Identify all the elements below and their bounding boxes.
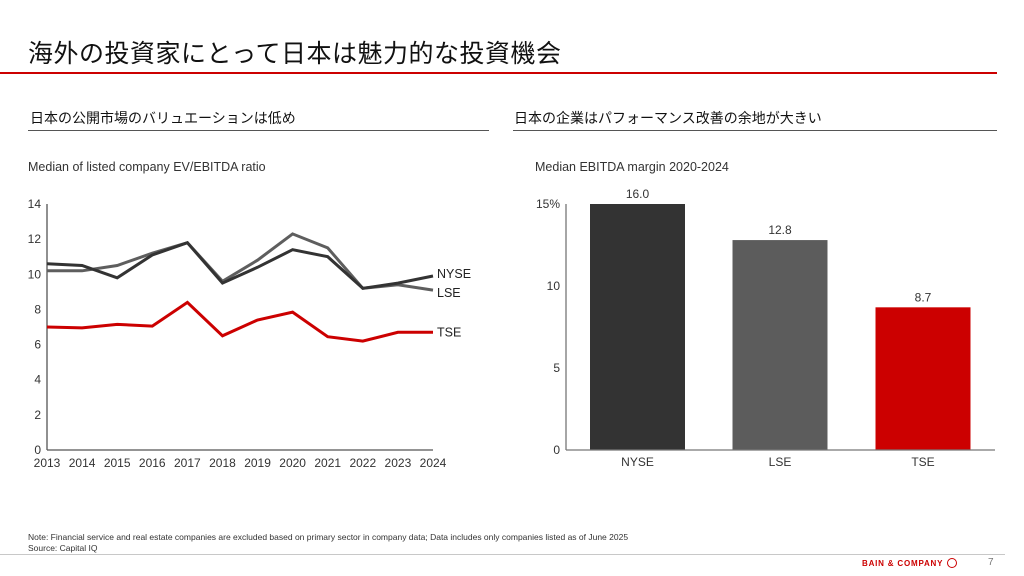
line-series-label-tse: TSE <box>437 325 461 339</box>
bar-category-label: LSE <box>769 455 792 469</box>
line-chart-y-tick-label: 6 <box>34 338 41 352</box>
line-chart-y-tick-label: 2 <box>34 408 41 422</box>
line-chart-x-tick-label: 2018 <box>209 456 236 470</box>
line-chart-y-tick-label: 8 <box>34 302 41 316</box>
line-chart-y-tick-label: 14 <box>28 197 42 211</box>
line-series-label-nyse: NYSE <box>437 267 471 281</box>
bar-nyse <box>590 204 685 450</box>
line-chart-y-tick-label: 0 <box>34 443 41 457</box>
line-chart-x-tick-label: 2021 <box>314 456 341 470</box>
bar-chart-y-tick-label: 0 <box>553 443 560 457</box>
line-series-label-lse: LSE <box>437 286 461 300</box>
footnote-note: Note: Financial service and real estate … <box>28 532 629 542</box>
footnote-source: Source: Capital IQ <box>28 543 98 553</box>
footer-divider <box>0 554 1005 555</box>
line-chart-y-tick-label: 10 <box>28 267 42 281</box>
left-section-title: 日本の公開市場のバリュエーションは低め <box>30 111 296 127</box>
line-series-nyse <box>46 240 434 290</box>
line-chart-x-tick-label: 2015 <box>104 456 131 470</box>
right-section-divider <box>513 130 997 131</box>
line-chart-x-tick-label: 2016 <box>139 456 166 470</box>
page-number: 7 <box>988 557 994 568</box>
line-chart-x-tick-label: 2017 <box>174 456 201 470</box>
line-chart-title: Median of listed company EV/EBITDA ratio <box>28 160 266 174</box>
right-section-title: 日本の企業はパフォーマンス改善の余地が大きい <box>514 111 822 127</box>
line-chart-x-tick-label: 2014 <box>69 456 96 470</box>
line-chart-x-tick-label: 2023 <box>385 456 412 470</box>
line-chart-x-tick-label: 2020 <box>279 456 306 470</box>
bain-circle-logo-icon <box>947 558 958 568</box>
bar-value-label: 8.7 <box>915 290 932 304</box>
bar-value-label: 16.0 <box>626 187 650 201</box>
line-chart-y-tick-label: 12 <box>28 232 42 246</box>
bar-chart-y-tick-label: 10 <box>547 279 561 293</box>
page-title: 海外の投資家にとって日本は魅力的な投資機会 <box>28 39 562 68</box>
title-divider <box>0 72 997 74</box>
line-series-tse <box>46 300 433 343</box>
line-series-lse <box>47 232 434 292</box>
bar-tse <box>875 307 971 450</box>
bar-lse <box>732 240 828 450</box>
line-chart-x-tick-label: 2022 <box>349 456 376 470</box>
bar-value-label: 12.8 <box>768 223 792 237</box>
bar-category-label: NYSE <box>621 455 654 469</box>
brand-name: BAIN & COMPANY <box>862 559 944 569</box>
brand-logo: BAIN & COMPANY <box>862 558 958 569</box>
left-section-divider <box>28 130 489 131</box>
line-chart-x-tick-label: 2013 <box>34 456 61 470</box>
line-chart-x-tick-label: 2019 <box>244 456 271 470</box>
bar-chart-title: Median EBITDA margin 2020-2024 <box>535 160 729 174</box>
bar-chart-y-tick-label: 15% <box>536 197 560 211</box>
line-chart-x-tick-label: 2024 <box>420 456 447 470</box>
line-chart-y-tick-label: 4 <box>34 373 41 387</box>
bar-category-label: TSE <box>911 455 934 469</box>
bar-chart-y-tick-label: 5 <box>553 361 560 375</box>
